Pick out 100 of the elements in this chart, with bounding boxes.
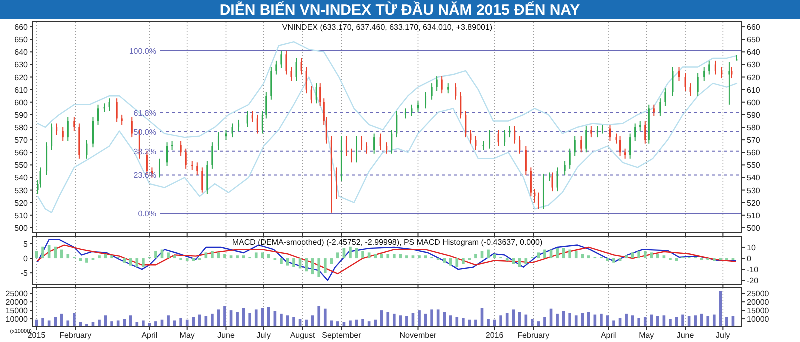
candlestick <box>489 130 491 150</box>
bar <box>544 250 546 259</box>
chart-title: MACD (DEMA-smoothed) (-2.45752, -2.99998), PS MACD Histogram (-0.43637, 0.000) <box>232 238 544 247</box>
bar <box>644 251 647 259</box>
bar <box>456 258 459 268</box>
y2-tick-label: 640 <box>747 48 761 58</box>
bar <box>142 258 145 268</box>
bar <box>242 256 246 259</box>
bar <box>236 256 239 259</box>
bar <box>612 258 616 263</box>
bar <box>192 258 196 262</box>
candlestick <box>530 167 532 198</box>
candlestick <box>74 116 76 132</box>
candlestick <box>470 130 472 144</box>
bar <box>537 252 540 259</box>
bar <box>167 252 170 259</box>
bar <box>318 258 321 278</box>
candlestick <box>121 114 123 126</box>
bar <box>474 254 478 259</box>
y2-tick-label: 540 <box>747 174 761 183</box>
bar <box>712 258 716 262</box>
bar <box>487 250 490 259</box>
y-tick-label: 25000 <box>6 290 29 299</box>
bar <box>66 254 70 259</box>
bar <box>631 252 634 259</box>
bar <box>443 258 446 263</box>
y2-tick-label: 660 <box>747 23 761 32</box>
candlestick <box>404 108 406 120</box>
candlestick <box>690 83 692 97</box>
x-tick-label: June <box>218 331 236 340</box>
candlestick <box>238 119 240 132</box>
candlestick <box>640 120 642 132</box>
y-tick-label: 520 <box>14 198 29 208</box>
bar <box>625 256 628 259</box>
candlestick <box>396 110 398 138</box>
bar <box>362 251 364 259</box>
x-tick-label: November <box>400 331 438 340</box>
candlestick <box>436 76 438 92</box>
candlestick <box>116 98 118 123</box>
candlestick <box>356 136 358 164</box>
candlestick <box>504 130 506 147</box>
bar <box>54 246 57 259</box>
bar <box>424 256 428 259</box>
bar <box>217 252 220 259</box>
y2-tick-label: 510 <box>747 211 761 220</box>
candlestick <box>158 158 160 178</box>
candlestick <box>131 116 133 138</box>
candlestick <box>310 86 312 104</box>
bar <box>186 258 189 262</box>
bar <box>606 258 610 262</box>
line-series <box>37 41 738 138</box>
bar <box>261 252 264 259</box>
candlestick <box>212 142 214 170</box>
bar <box>556 248 559 259</box>
bar <box>412 256 415 259</box>
bar <box>524 258 528 264</box>
bar <box>123 258 126 263</box>
candlestick <box>386 142 388 154</box>
bar <box>324 258 327 274</box>
candlestick <box>146 150 148 176</box>
candlestick <box>306 66 308 94</box>
x-tick-label: July <box>716 331 730 340</box>
candlestick <box>225 130 228 141</box>
bar <box>280 258 283 264</box>
candlestick <box>350 148 352 164</box>
annotation: 61.8% <box>134 109 156 118</box>
candlestick <box>514 126 516 144</box>
bar <box>136 258 139 268</box>
y2-tick-label: -10 <box>747 266 760 275</box>
bar <box>60 250 64 259</box>
x-tick-label: February <box>60 331 92 340</box>
y-tick-label: 650 <box>14 36 29 45</box>
bar <box>662 256 666 259</box>
y-tick-label: 20000 <box>6 298 29 308</box>
bar <box>110 256 114 259</box>
bar <box>173 256 176 259</box>
candlestick <box>620 136 622 157</box>
candlestick <box>596 126 598 138</box>
y-tick-label: 640 <box>14 48 29 58</box>
y-tick-label: 620 <box>14 73 29 82</box>
y-tick-label: 550 <box>14 161 29 170</box>
candlestick <box>425 92 427 110</box>
y-tick-label: 560 <box>14 148 29 158</box>
bar <box>518 258 522 268</box>
candlestick <box>574 136 576 157</box>
candlestick <box>246 110 248 128</box>
bar <box>650 252 654 259</box>
y2-tick-label: 610 <box>747 86 761 95</box>
candlestick <box>62 127 64 142</box>
bar <box>638 251 641 259</box>
bar <box>368 252 371 259</box>
y2-tick-label: 630 <box>747 60 761 70</box>
candlestick <box>721 66 723 80</box>
bar <box>211 251 214 259</box>
candlestick <box>417 100 419 113</box>
x-tick-label: August <box>290 331 316 340</box>
x-tick-label: February <box>518 331 550 340</box>
y-tick-label: 510 <box>14 211 29 220</box>
x-tick-label: May <box>180 331 195 340</box>
candlestick <box>624 148 626 160</box>
